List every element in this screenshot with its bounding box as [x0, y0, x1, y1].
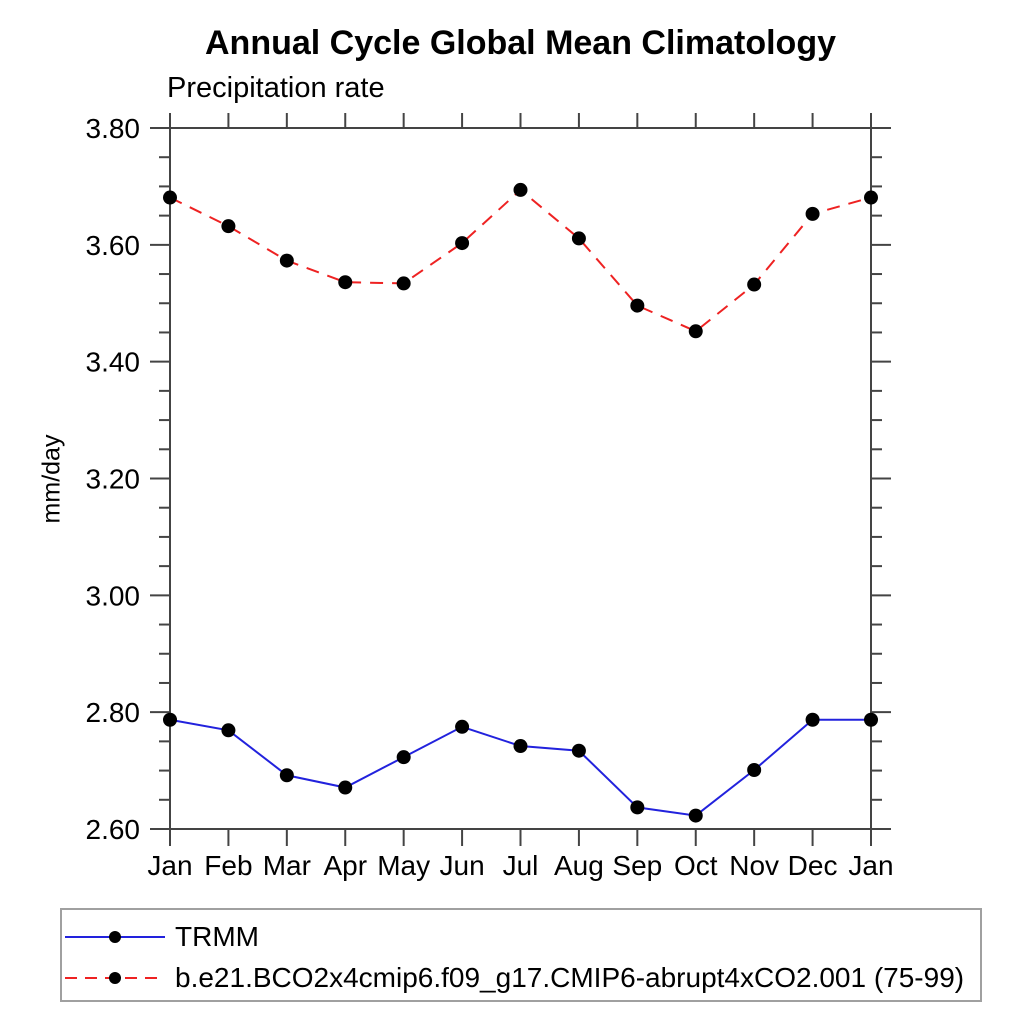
legend-label-trmm: TRMM [175, 921, 259, 952]
model-dashed-line-sample-icon [65, 972, 165, 984]
plot-box [169, 127, 872, 830]
x-tick-label: Jul [503, 850, 539, 881]
x-tick-label: Dec [788, 850, 838, 881]
series-1-line [169, 188, 872, 333]
x-tick-label: Jun [440, 850, 485, 881]
y-tick-label: 2.80 [86, 697, 141, 728]
y-tick-label: 3.40 [86, 347, 141, 378]
legend-entry-model: b.e21.BCO2x4cmip6.f09_g17.CMIP6-abrupt4x… [65, 962, 965, 993]
x-tick-label: Sep [612, 850, 662, 881]
x-tick-label: Mar [263, 850, 311, 881]
chart-title: Annual Cycle Global Mean Climatology [205, 24, 836, 62]
legend-entry-trmm: TRMM [65, 921, 259, 952]
trmm-line-sample-icon [65, 931, 165, 943]
x-tick-label: Feb [204, 850, 252, 881]
y-tick-label: 3.00 [86, 580, 141, 611]
x-tick-label: Jan [848, 850, 893, 881]
x-tick-label: Oct [674, 850, 718, 881]
x-tick-label: Jan [147, 850, 192, 881]
x-tick-label: Nov [729, 850, 779, 881]
y-tick-label: 3.60 [86, 230, 141, 261]
y-axis-ticks [150, 127, 891, 830]
chart-subtitle: Precipitation rate [167, 72, 385, 104]
y-tick-label: 3.80 [86, 113, 141, 144]
x-axis-ticks-and-labels: Jan Feb Mar Apr May Jun Jul Aug Sep Oct Nov Dec Jan [147, 113, 894, 881]
y-axis-tick-labels: 2.60 2.80 3.00 3.20 3.40 3.60 3.80 [86, 113, 141, 845]
series-1-markers [163, 182, 878, 339]
series-0-markers [163, 712, 878, 823]
series-0-line [169, 718, 871, 817]
y-tick-label: 3.20 [86, 464, 141, 495]
x-tick-label: May [377, 850, 430, 881]
legend: TRMM b.e21.BCO2x4cmip6.f09_g17.CMIP6-abr… [60, 908, 982, 1002]
y-tick-label: 2.60 [86, 814, 141, 845]
x-tick-label: Apr [323, 850, 367, 881]
legend-label-model: b.e21.BCO2x4cmip6.f09_g17.CMIP6-abrupt4x… [175, 962, 965, 993]
x-tick-label: Aug [554, 850, 604, 881]
